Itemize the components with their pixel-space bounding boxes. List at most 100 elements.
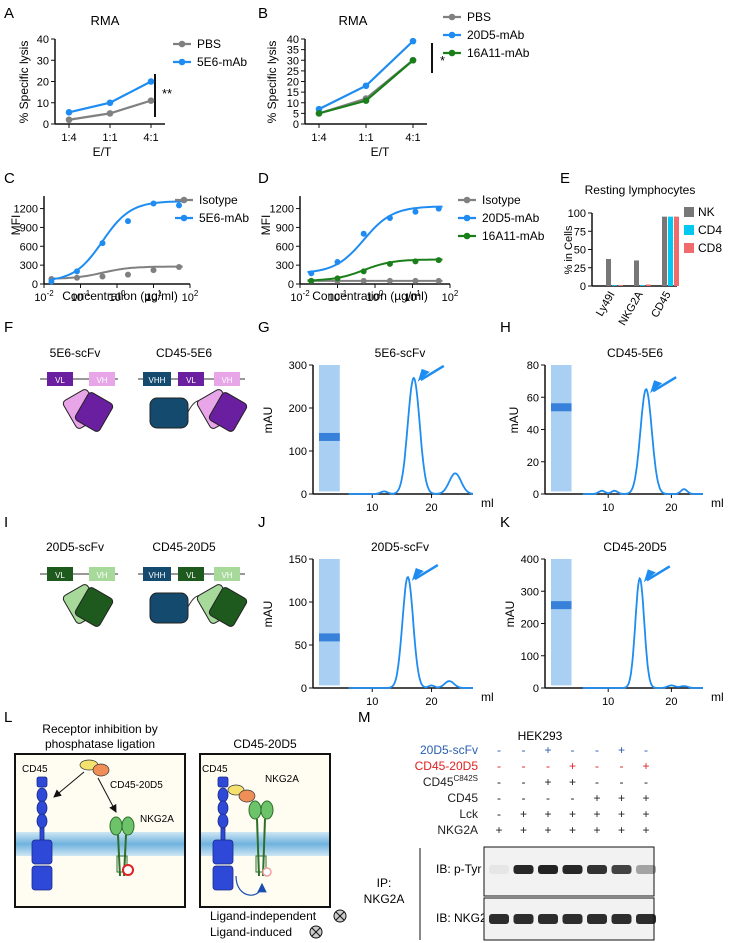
condition-sign: -: [522, 743, 526, 757]
panel-J-xunit: ml: [481, 690, 494, 704]
x-tick-label: NKG2A: [617, 289, 646, 328]
legend-label: CD4: [698, 223, 722, 237]
legend-marker: [448, 49, 456, 57]
data-point-5E6-mAb: [48, 278, 55, 285]
panel-C-chart: MFI Concentration (µg/ml) 0 300 600 900 1200…: [9, 193, 249, 304]
y-tick-label: 300: [276, 260, 294, 272]
data-point-16A11-mAb: [386, 260, 393, 267]
panel-A-chart: RMA % Specific lysis E/T ** 0 10 20 30 40 1:4…: [17, 13, 247, 159]
x-tick-label: 20: [425, 696, 437, 708]
data-point-16A11-mAb: [435, 257, 442, 264]
cd45-label-right: CD45: [202, 764, 228, 775]
panel-B-legend: PBS 20D5-mAb 16A11-mAb: [443, 10, 530, 60]
data-point-Isotype: [124, 271, 131, 278]
y-tick-label: 20: [527, 457, 539, 469]
legend-label: CD8: [698, 241, 722, 255]
y-tick-label: 0: [43, 119, 49, 131]
construct-5E6-scFv-label: 5E6-scFv: [50, 346, 101, 360]
panel-M-condition-table: 20D5-scFv - - + - - + - CD45-20D5 - - - + - - + CD45C842…: [415, 743, 650, 837]
vhh-shape: [149, 397, 189, 429]
legend-marker: [448, 13, 456, 21]
condition-sign: -: [595, 743, 599, 757]
scfv-vl-shape: [74, 392, 114, 432]
panel-A-plot: 0 10 20 30 40 1:4 1:1 4:1: [37, 34, 165, 144]
bar-CD8-NKG2A: [646, 284, 651, 286]
blot1-label: IB: p-Tyr: [436, 862, 481, 876]
bar-CD4-CD45: [668, 216, 673, 286]
panel-L-diagram: Receptor inhibition by phosphatase ligat…: [14, 722, 347, 939]
y-tick-label: 600: [20, 241, 38, 253]
panel-B-significance: *: [440, 53, 445, 68]
data-point-Isotype: [412, 277, 419, 284]
data-point-20D5-mAb: [386, 215, 393, 221]
gel-lane: [551, 559, 572, 686]
inhibited-icon-2: [309, 925, 323, 939]
gel-band: [319, 633, 340, 642]
data-point-5E6-mAb: [124, 218, 131, 225]
bispecific-label-left: CD45-20D5: [110, 780, 163, 791]
vhh-domain-2: [143, 567, 171, 581]
panel-J-plot: 0 50 100 150 10 20: [289, 554, 473, 708]
y-tick-label: 400: [521, 554, 539, 566]
bar-CD8-CD45: [674, 216, 679, 286]
chromatogram-trace: [348, 575, 473, 689]
x-tick-label: 10-1: [71, 289, 91, 304]
ip-label: IP:: [377, 876, 392, 890]
y-tick-label: 30: [287, 55, 299, 67]
legend-marker: [463, 196, 471, 204]
data-point-20D5-mAb: [409, 37, 417, 45]
y-tick-label: 0: [301, 683, 307, 695]
cd45-protein-right: [212, 776, 234, 891]
panel-H-title: CD45-5E6: [607, 346, 663, 360]
y-tick-label: 1200: [14, 204, 38, 216]
panel-A-title: RMA: [91, 13, 120, 28]
panel-E-legend: NK CD4 CD8: [684, 205, 722, 255]
legend-marker: [463, 232, 471, 240]
vl-domain-2: [178, 372, 204, 386]
cd45-5e6-vl-shape: [208, 392, 248, 432]
condition-sign: -: [595, 759, 599, 773]
panel-D-plot: 0 300 600 900 1200 10-2 10-1 100 101 102: [270, 196, 459, 304]
y-tick-label: 200: [521, 619, 539, 631]
condition-sign: +: [495, 823, 502, 837]
vh-label: VH: [96, 376, 107, 385]
chromatogram-trace: [582, 576, 703, 689]
y-tick-label: 30: [37, 55, 49, 67]
y-tick-label: 100: [289, 446, 307, 458]
panel-A-ylabel: % Specific lysis: [17, 41, 31, 124]
peak-arrow-shaft: [414, 563, 439, 581]
condition-label: 20D5-scFv: [420, 743, 478, 757]
y-tick-label: 900: [276, 222, 294, 234]
y-tick-label: 80: [527, 360, 539, 372]
bar-NK-NKG2A: [634, 260, 639, 286]
legend-label: 5E6-mAb: [199, 211, 249, 225]
condition-sign: -: [497, 807, 501, 821]
vh-domain-2: [214, 372, 240, 386]
x-tick-label: 10: [602, 696, 614, 708]
y-tick-label: 0: [533, 683, 539, 695]
panel-K-xunit: ml: [711, 690, 724, 704]
chromatogram-trace: [582, 387, 703, 495]
condition-sign: -: [546, 759, 550, 773]
condition-label: Lck: [459, 807, 479, 821]
nkg2a-label-left: NKG2A: [140, 814, 174, 825]
y-tick-label: 0: [533, 489, 539, 501]
panel-E-ylabel: % in Cells: [563, 225, 575, 274]
condition-sign: +: [569, 759, 576, 773]
legend-marker: [448, 31, 456, 39]
condition-sign: +: [618, 807, 625, 821]
peak-arrow-shaft: [646, 565, 671, 582]
y-tick-label: 10: [37, 98, 49, 110]
fit-curve-16A11-mAb: [307, 258, 443, 282]
legend-label: Isotype: [482, 193, 521, 207]
vl-domain: [47, 372, 73, 386]
data-point-20D5-mAb: [308, 270, 315, 277]
condition-sign: +: [642, 823, 649, 837]
data-point-16A11-mAb: [412, 258, 419, 265]
bar-CD4-NKG2A: [640, 285, 645, 286]
y-tick-label: 40: [287, 34, 299, 46]
data-point-Isotype: [435, 277, 442, 284]
vhh-domain: [143, 372, 171, 386]
condition-label: CD45C842S: [423, 774, 478, 789]
data-point-16A11-mAb: [315, 110, 323, 117]
